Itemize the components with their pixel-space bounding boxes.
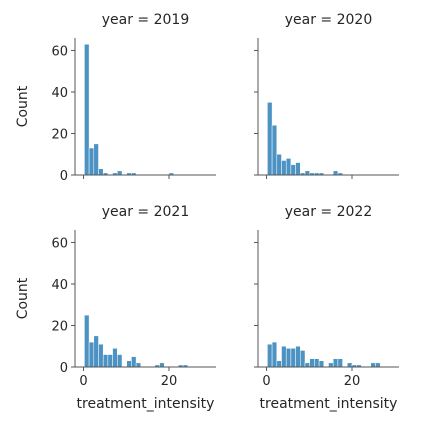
y-tick-label: 40 [51, 278, 68, 293]
histogram-bar [276, 153, 282, 176]
panel-title: year = 2021 [102, 204, 190, 220]
histogram-bar [304, 170, 310, 176]
histogram-bar [84, 314, 90, 368]
panel-title: year = 2022 [285, 204, 373, 220]
x-tick-label: 20 [344, 374, 361, 389]
histogram-bar [295, 345, 301, 368]
histogram-bar [304, 362, 310, 368]
histogram-bar [267, 102, 273, 176]
histogram-bar [117, 354, 123, 368]
histogram-bar [375, 362, 381, 368]
histogram-bar [271, 341, 278, 368]
histogram-bar [88, 341, 95, 368]
x-axis-label: treatment_intensity [260, 396, 398, 412]
histogram-bar [276, 360, 282, 368]
histogram-bar [285, 348, 292, 368]
histogram-bar [159, 362, 165, 368]
histogram-bar [318, 360, 325, 368]
y-tick-label: 20 [51, 319, 68, 334]
histogram-bar [290, 348, 296, 368]
histogram-bar [84, 43, 90, 176]
histogram-bar [281, 345, 287, 368]
histogram-bar [281, 160, 287, 176]
histogram-bar [267, 343, 273, 368]
panel-title: year = 2019 [102, 12, 190, 28]
histogram-bar [98, 343, 104, 368]
y-tick-label: 60 [51, 44, 68, 59]
histogram-bar [290, 164, 296, 176]
histogram-bar [98, 168, 104, 176]
x-tick-label: 20 [161, 374, 178, 389]
panel-title: year = 2020 [285, 12, 373, 28]
histogram-bar [300, 350, 306, 368]
histogram-bar [295, 162, 301, 176]
y-axis-label: Count [15, 85, 31, 127]
y-tick-label: 20 [51, 127, 68, 142]
histogram-bar [117, 170, 123, 176]
y-tick-label: 0 [60, 361, 68, 376]
y-tick-label: 0 [60, 169, 68, 184]
histogram-bar [271, 124, 278, 176]
y-axis-label: Count [15, 277, 31, 319]
histogram-bar [102, 354, 109, 368]
histogram-bar [370, 362, 376, 368]
histogram-bar [112, 348, 118, 368]
histogram-bar [88, 147, 95, 176]
histogram-bar [347, 362, 353, 368]
y-tick-label: 40 [51, 86, 68, 101]
histogram-bar [107, 354, 113, 368]
histogram-bar [135, 362, 142, 368]
histogram-bar [131, 356, 137, 368]
x-axis-label: treatment_intensity [77, 396, 215, 412]
histogram-bar [332, 358, 339, 368]
x-tick-label: 0 [79, 374, 87, 389]
histogram-bar [309, 358, 315, 368]
histogram-bar [328, 362, 334, 368]
histogram-bar [332, 170, 339, 176]
y-tick-label: 60 [51, 236, 68, 251]
histogram-bar [93, 143, 99, 176]
histogram-bar [314, 358, 320, 368]
histogram-bar [285, 158, 292, 176]
histogram-bar [337, 358, 343, 368]
x-tick-label: 0 [262, 374, 270, 389]
histogram-bar [126, 360, 132, 368]
histogram-bar [93, 335, 99, 368]
